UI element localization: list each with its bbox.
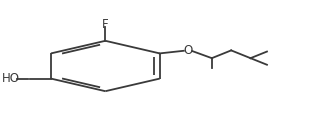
Text: F: F (102, 18, 109, 30)
Text: O: O (183, 44, 192, 57)
Text: HO: HO (2, 72, 20, 85)
